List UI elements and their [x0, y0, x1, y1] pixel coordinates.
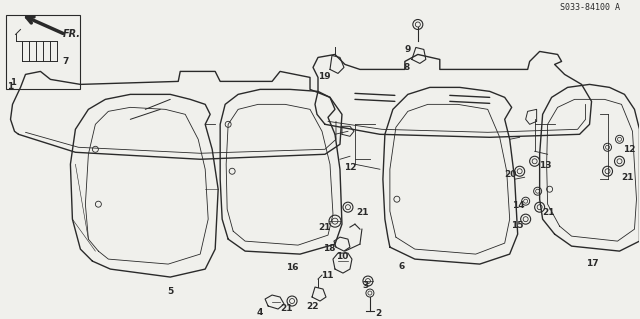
Text: 4: 4	[257, 308, 263, 316]
Text: 7: 7	[62, 57, 68, 66]
Text: 9: 9	[404, 45, 411, 54]
Text: 3: 3	[363, 280, 369, 290]
Text: 14: 14	[513, 201, 525, 210]
Text: S033-84100 A: S033-84100 A	[559, 3, 620, 11]
Text: 21: 21	[356, 208, 369, 217]
Text: 18: 18	[323, 244, 335, 253]
Text: 13: 13	[540, 161, 552, 170]
Text: 21: 21	[542, 208, 555, 217]
Text: 6: 6	[399, 262, 405, 271]
Text: 21: 21	[280, 303, 292, 313]
Text: 5: 5	[167, 286, 173, 295]
Text: 22: 22	[306, 301, 318, 310]
Text: 15: 15	[511, 221, 524, 230]
Text: 19: 19	[317, 72, 330, 81]
Text: 16: 16	[286, 263, 298, 271]
Text: 1: 1	[8, 82, 13, 91]
Text: 21: 21	[319, 223, 332, 232]
Text: 1: 1	[10, 78, 17, 87]
Text: 12: 12	[623, 145, 636, 154]
Text: 21: 21	[621, 173, 634, 182]
Text: 8: 8	[404, 63, 410, 72]
Text: 17: 17	[586, 259, 599, 268]
Text: 10: 10	[336, 252, 348, 261]
Bar	[6, 14, 81, 89]
Text: 12: 12	[344, 163, 356, 172]
Text: 2: 2	[375, 308, 381, 317]
Text: 11: 11	[321, 271, 333, 279]
Text: 20: 20	[504, 170, 517, 179]
Text: FR.: FR.	[63, 29, 81, 40]
